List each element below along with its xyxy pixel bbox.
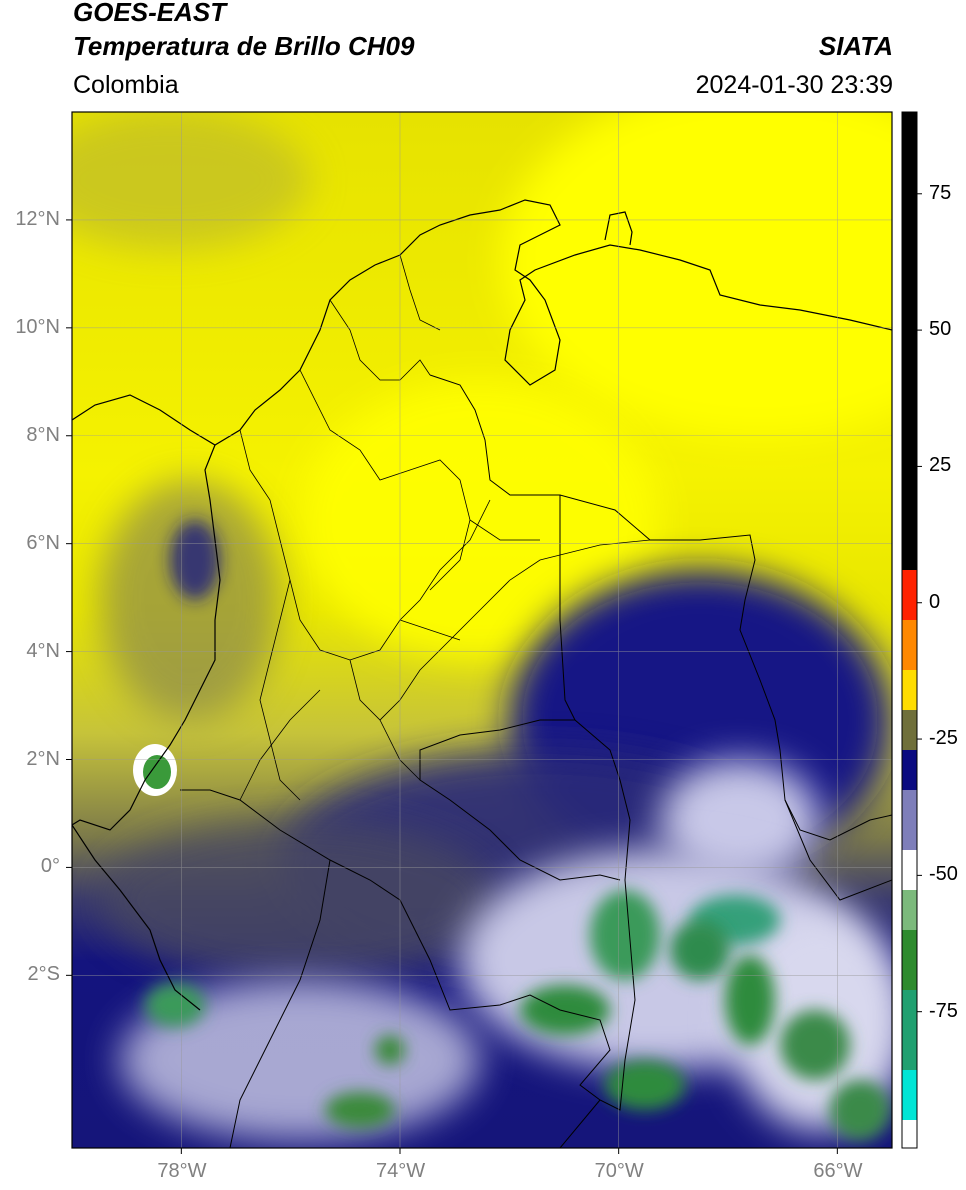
region-label: Colombia — [73, 71, 179, 99]
colorbar-tick-label: -50 — [929, 863, 958, 886]
lat-tick-label: 10°N — [15, 315, 60, 338]
colorbar-tick-label: 0 — [929, 590, 941, 613]
lat-tick-label: 2°N — [26, 747, 60, 770]
lat-tick-label: 12°N — [15, 207, 60, 230]
brightness-temperature-field — [72, 112, 892, 1148]
lat-tick-label: 4°N — [26, 639, 60, 662]
lat-tick-label: 2°S — [27, 963, 60, 986]
colorbar — [901, 111, 922, 1149]
colorbar-tick-label: 25 — [929, 454, 952, 477]
department-borders — [239, 254, 651, 801]
colorbar-tick-label: 50 — [929, 318, 952, 341]
colorbar-tick-label: -75 — [929, 999, 958, 1022]
lon-tick-label: 70°W — [594, 1160, 644, 1182]
lat-tick-label: 6°N — [26, 531, 60, 554]
map-gridlines — [72, 112, 892, 1148]
lon-tick-label: 78°W — [157, 1160, 207, 1182]
map-ticks — [66, 219, 838, 1154]
map-frame — [71, 111, 893, 1149]
country-borders — [180, 374, 892, 1148]
colorbar-tick-label: -25 — [929, 727, 958, 750]
lon-tick-label: 74°W — [376, 1160, 426, 1182]
datetime-label: 2024-01-30 23:39 — [695, 71, 893, 99]
lon-tick-label: 66°W — [813, 1160, 863, 1182]
lat-tick-label: 0° — [40, 855, 60, 878]
product-title: Temperatura de Brillo CH09 — [73, 31, 415, 61]
lat-tick-label: 8°N — [26, 423, 60, 446]
satellite-title: GOES-EAST — [73, 0, 227, 27]
colorbar-tick-label: 75 — [929, 181, 952, 204]
coastline — [72, 199, 892, 1011]
agency-label: SIATA — [818, 31, 893, 61]
